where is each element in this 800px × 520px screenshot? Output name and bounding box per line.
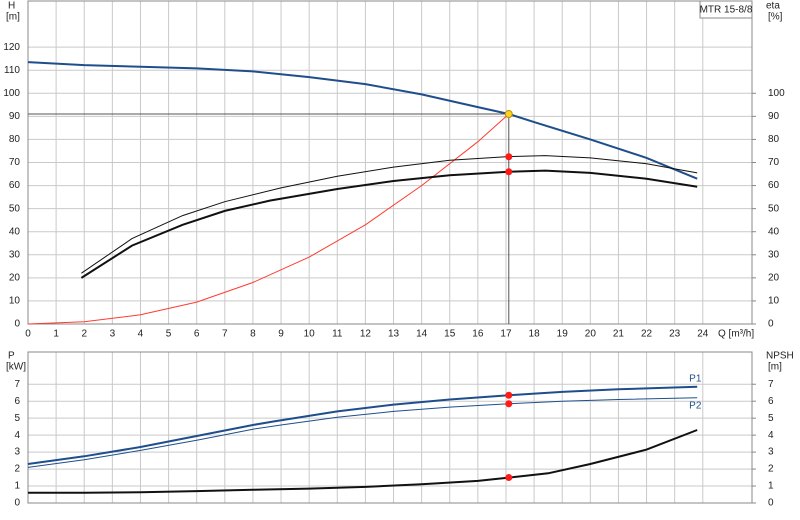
y-tick-label: 80 [9, 134, 21, 145]
y2-axis-unit: [m] [768, 362, 782, 373]
curve [27, 397, 698, 468]
y-tick-label: 90 [9, 111, 21, 122]
chart-title: MTR 15-8/8 [700, 5, 753, 16]
x-tick-label: 8 [250, 329, 256, 340]
x-tick-label: 6 [194, 329, 200, 340]
x-tick-label: 9 [278, 329, 284, 340]
y-tick-label: 30 [9, 249, 21, 260]
y-tick-label: 60 [9, 180, 21, 191]
y2-axis-label: eta [766, 1, 780, 12]
duty-point [504, 110, 513, 119]
y2-tick-label: 20 [768, 272, 780, 283]
x-tick-label: 5 [166, 329, 172, 340]
y2-tick-label: 7 [768, 379, 774, 390]
x-tick-label: 14 [416, 329, 428, 340]
y-tick-label: 1 [14, 481, 20, 492]
y2-axis-label: NPSH [766, 351, 794, 362]
y-tick-label: 10 [9, 296, 21, 307]
y2-tick-label: 50 [768, 203, 780, 214]
y-axis-label: H [8, 1, 15, 12]
x-tick-label: 11 [332, 329, 343, 340]
curve [27, 385, 698, 465]
y-tick-label: 4 [14, 430, 20, 441]
x-tick-label: 19 [557, 329, 569, 340]
y-tick-label: 2 [14, 464, 20, 475]
x-tick-label: 15 [444, 329, 456, 340]
series-label: P2 [689, 400, 702, 411]
y2-tick-label: 100 [768, 88, 785, 99]
y2-tick-label: 2 [768, 464, 774, 475]
x-tick-label: 24 [697, 329, 709, 340]
y2-tick-label: 10 [768, 296, 780, 307]
y-tick-label: 0 [14, 319, 20, 330]
x-axis-label: Q [m³/h] [718, 329, 754, 340]
curve [27, 61, 698, 180]
series-label: P1 [689, 373, 702, 384]
x-tick-label: 20 [585, 329, 597, 340]
y2-tick-label: 0 [768, 498, 774, 509]
y-tick-label: 40 [9, 226, 21, 237]
y2-tick-label: 1 [768, 481, 774, 492]
y-tick-label: 7 [14, 379, 20, 390]
plot-frame [27, 351, 753, 504]
y2-tick-label: 40 [768, 226, 780, 237]
y-tick-label: 6 [14, 396, 20, 407]
x-tick-label: 22 [641, 329, 653, 340]
y-tick-label: 50 [9, 203, 21, 214]
y2-tick-label: 6 [768, 396, 774, 407]
curve [80, 169, 698, 279]
y-tick-label: 0 [14, 498, 20, 509]
x-tick-label: 0 [25, 329, 31, 340]
duty-point [505, 168, 513, 176]
duty-point [505, 400, 513, 408]
x-tick-label: 7 [222, 329, 228, 340]
y2-tick-label: 4 [768, 430, 774, 441]
y-tick-label: 70 [9, 157, 21, 168]
y2-tick-label: 80 [768, 134, 780, 145]
x-tick-label: 4 [138, 329, 144, 340]
x-tick-label: 12 [360, 329, 372, 340]
x-tick-label: 21 [613, 329, 625, 340]
x-tick-label: 13 [388, 329, 400, 340]
y2-axis-unit: [%] [768, 12, 783, 23]
x-tick-label: 16 [472, 329, 484, 340]
y2-tick-label: 90 [768, 111, 780, 122]
y2-tick-label: 3 [768, 447, 774, 458]
x-tick-label: 2 [81, 329, 87, 340]
y-tick-label: 20 [9, 272, 21, 283]
y-tick-label: 3 [14, 447, 20, 458]
x-tick-label: 18 [529, 329, 541, 340]
duty-point [505, 153, 513, 161]
x-tick-label: 10 [304, 329, 316, 340]
x-tick-label: 3 [110, 329, 116, 340]
y2-tick-label: 0 [768, 319, 774, 330]
curve [81, 155, 698, 274]
duty-point [505, 474, 513, 482]
y-axis-unit: [m] [6, 12, 20, 23]
y-tick-label: 110 [4, 65, 20, 76]
y-tick-label: 120 [3, 42, 20, 53]
y2-tick-label: 5 [768, 413, 774, 424]
y2-tick-label: 70 [768, 157, 780, 168]
duty-point [505, 391, 513, 399]
y-tick-label: 100 [3, 88, 20, 99]
curve [28, 429, 698, 494]
x-tick-label: 17 [500, 329, 512, 340]
y2-tick-label: 60 [768, 180, 780, 191]
x-tick-label: 23 [669, 329, 681, 340]
y-axis-label: P [8, 351, 15, 362]
y-tick-label: 5 [14, 413, 20, 424]
y2-tick-label: 30 [768, 249, 780, 260]
x-tick-label: 1 [53, 329, 59, 340]
y-axis-unit: [kW] [6, 362, 26, 373]
plot-frame [27, 0, 753, 325]
title-box [699, 0, 753, 19]
curve [27, 113, 510, 325]
